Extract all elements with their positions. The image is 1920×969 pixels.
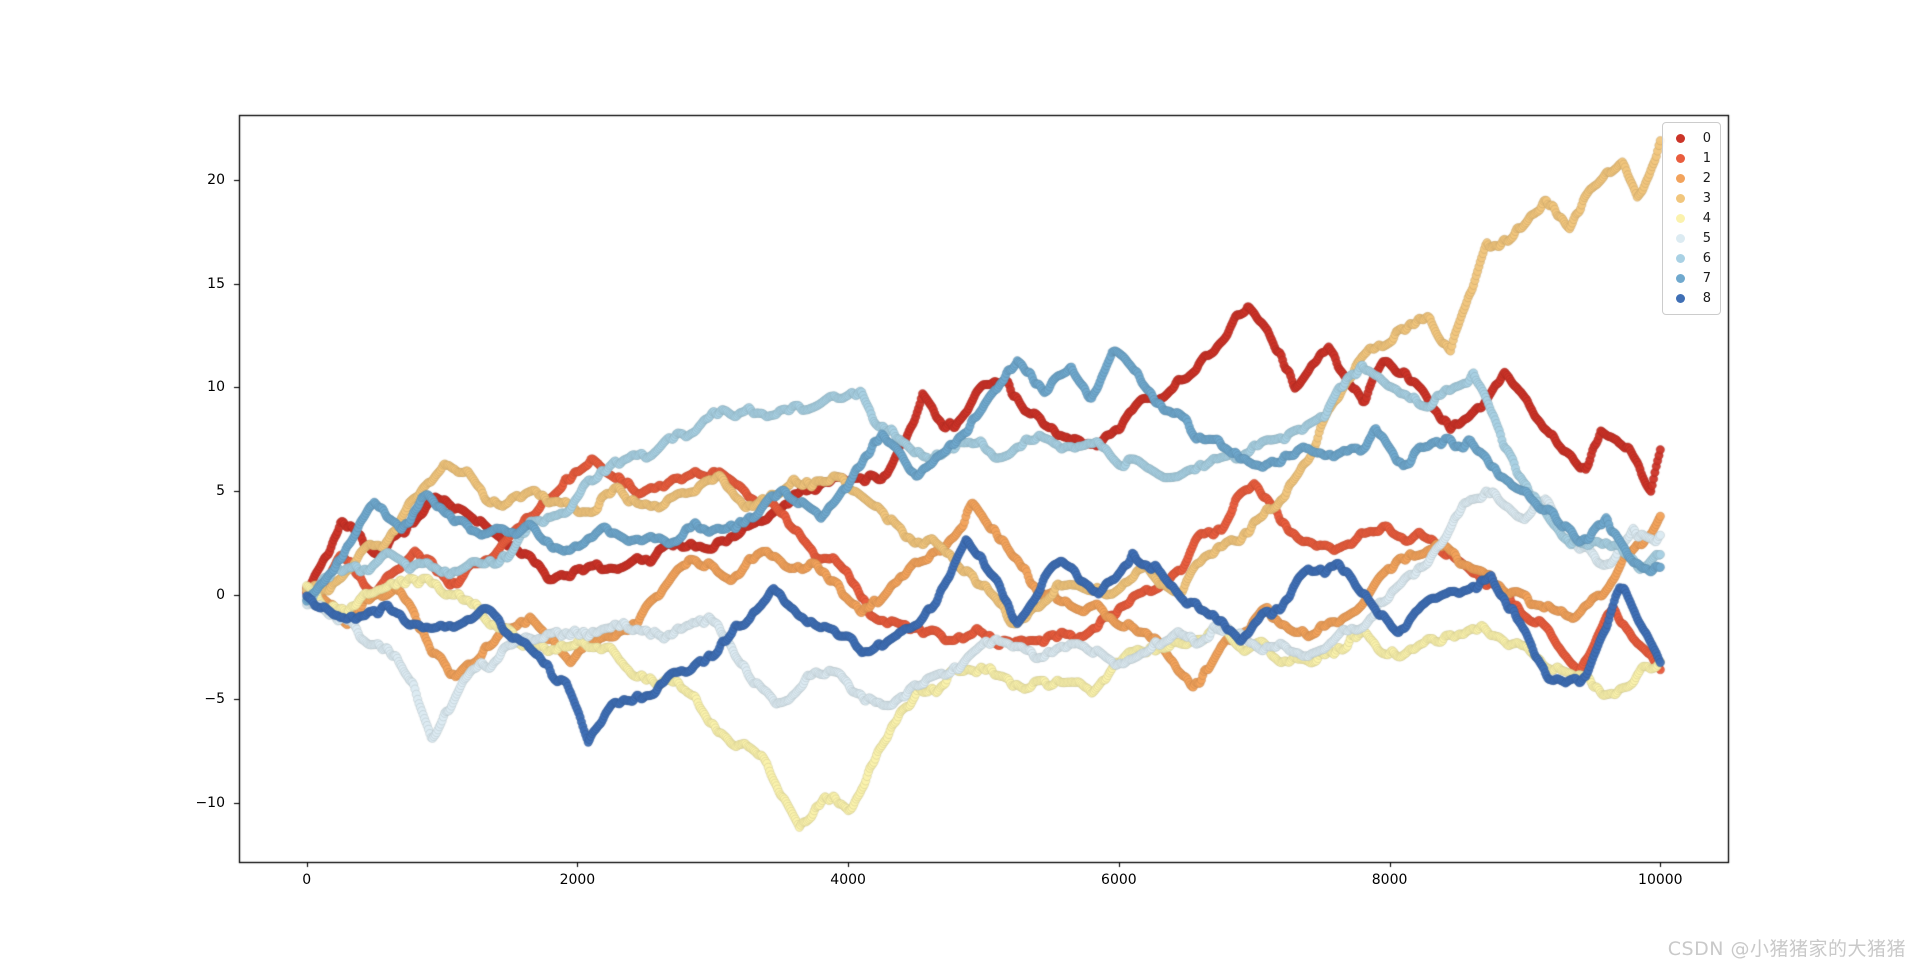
y-tick-label: −10 — [195, 794, 225, 811]
x-tick-label: 4000 — [830, 872, 866, 888]
legend-marker-icon — [1676, 193, 1685, 203]
legend-item: 2 — [1663, 169, 1720, 188]
legend-item: 6 — [1663, 249, 1720, 268]
watermark: CSDN @小猪猪家的大猪猪 — [1667, 938, 1906, 960]
legend: 0 1 2 3 4 5 6 7 8 — [1662, 122, 1721, 315]
legend-item-label: 6 — [1702, 251, 1711, 267]
y-tick-label: 0 — [216, 587, 225, 603]
legend-marker-icon — [1676, 274, 1685, 284]
legend-item-label: 1 — [1702, 150, 1711, 166]
x-tick-label: 2000 — [559, 872, 596, 888]
legend-item-label: 4 — [1702, 210, 1711, 226]
legend-marker-icon — [1676, 254, 1685, 264]
legend-item: 7 — [1663, 269, 1720, 288]
legend-marker-icon — [1676, 153, 1685, 163]
legend-marker-icon — [1676, 234, 1685, 244]
legend-item-label: 7 — [1702, 271, 1711, 287]
legend-item: 4 — [1663, 209, 1720, 228]
x-tick-label: 8000 — [1371, 872, 1408, 888]
legend-item: 1 — [1663, 149, 1720, 168]
legend-item: 0 — [1663, 129, 1720, 148]
x-tick-label: 10000 — [1638, 872, 1683, 888]
x-tick-label: 0 — [302, 872, 312, 888]
legend-item: 5 — [1663, 229, 1720, 248]
y-tick-label: 5 — [216, 483, 225, 500]
legend-item: 8 — [1663, 289, 1720, 308]
legend-marker-icon — [1676, 294, 1685, 304]
y-tick-label: 10 — [207, 379, 225, 396]
y-tick-label: 15 — [207, 275, 225, 292]
legend-marker-icon — [1676, 173, 1685, 183]
legend-item-label: 2 — [1702, 170, 1711, 186]
x-tick-label: 6000 — [1101, 872, 1137, 888]
legend-item-label: 3 — [1702, 190, 1711, 206]
y-tick-label: −5 — [204, 690, 225, 707]
legend-item-label: 5 — [1702, 231, 1711, 247]
y-tick-label: 20 — [207, 171, 225, 188]
legend-marker-icon — [1676, 133, 1685, 143]
legend-item: 3 — [1663, 189, 1720, 208]
legend-marker-icon — [1676, 213, 1685, 223]
legend-item-label: 0 — [1702, 130, 1711, 146]
legend-item-label: 8 — [1702, 291, 1711, 307]
